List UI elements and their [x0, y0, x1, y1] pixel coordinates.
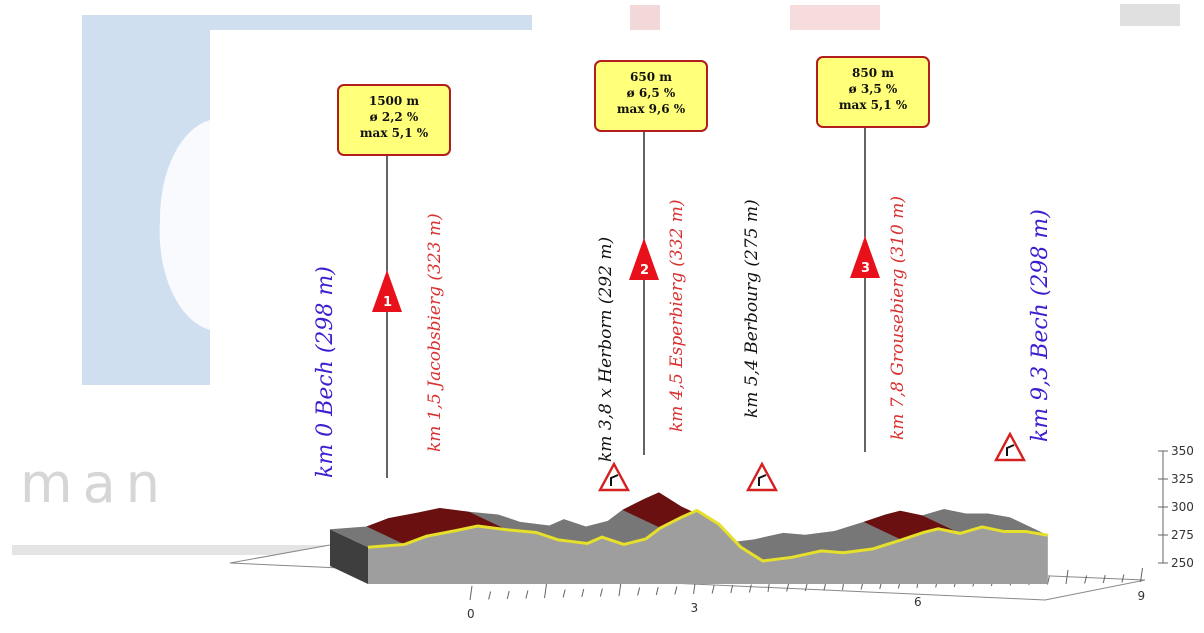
climb-1-number: 1: [383, 295, 392, 310]
label-climb-3: km 7,8 Grousebierg (310 m): [888, 196, 908, 440]
climb-1-max: max 5,1 %: [359, 126, 429, 140]
x-axis: 0 3 6 9: [467, 567, 1146, 621]
x-tick: [618, 581, 622, 597]
y-tick-label: 250: [1171, 556, 1194, 570]
x-tick: [469, 585, 473, 601]
x-tick-label: 9: [1138, 589, 1146, 603]
x-tick: [637, 587, 641, 596]
climb-3-info-box: 850 m ø 3,5 % max 5,1 %: [816, 56, 930, 128]
label-climb-2: km 4,5 Esperbierg (332 m): [667, 199, 687, 433]
x-tick: [562, 589, 566, 598]
x-tick: [786, 583, 790, 592]
climb-markers: 1 2 3: [372, 128, 880, 478]
label-start: km 0 Bech (298 m): [313, 266, 338, 478]
climb-1-avg: ø 2,2 %: [369, 110, 419, 124]
climb-section-3: [863, 510, 961, 540]
climb-2-length: 650 m: [630, 70, 672, 84]
label-finish: km 9,3 Bech (298 m): [1028, 209, 1053, 442]
climb-section-2: [622, 492, 719, 528]
x-tick: [1121, 574, 1125, 583]
x-tick: [488, 591, 492, 600]
turn-right-sign-icon: [993, 431, 1027, 462]
x-tick-label: 6: [914, 595, 922, 609]
x-tick: [655, 586, 659, 596]
profile-outline: [367, 508, 1049, 563]
x-tick-label: 0: [467, 607, 475, 621]
watermark-text: man: [20, 452, 170, 515]
climb-2-number: 2: [640, 263, 649, 278]
x-tick: [1084, 575, 1088, 584]
x-tick: [1102, 574, 1106, 584]
climb-3-number: 3: [861, 261, 870, 276]
turn-right-sign-icon: [597, 461, 631, 492]
terrain-profile: [330, 492, 1049, 584]
climb-3-avg: ø 3,5 %: [848, 82, 898, 96]
climb-1-length: 1500 m: [368, 94, 420, 108]
logo-shape: [159, 120, 210, 330]
x-tick: [599, 588, 603, 597]
climb-section-1: [366, 508, 507, 545]
climb-1-triangle: [372, 270, 402, 312]
profile-front-face: [368, 510, 1048, 584]
x-tick: [711, 585, 715, 594]
climb-1-info-box: 1500 m ø 2,2 % max 5,1 %: [337, 84, 451, 156]
climb-2-avg: ø 6,5 %: [626, 86, 676, 100]
label-herborn: km 3,8 x Herborn (292 m): [596, 236, 616, 462]
climb-2-max: max 9,6 %: [616, 102, 686, 116]
profile-top-surface: [330, 492, 1048, 561]
junction-sign-icon: [745, 461, 779, 492]
climb-3-length: 850 m: [852, 66, 894, 80]
x-tick-label: 3: [691, 601, 699, 615]
x-tick: [804, 582, 808, 592]
y-tick-label: 300: [1171, 500, 1194, 514]
y-tick-label: 275: [1171, 528, 1194, 542]
climb-3-max: max 5,1 %: [838, 98, 908, 112]
y-tick-label: 350: [1171, 444, 1194, 458]
road-signs: [597, 431, 1027, 492]
climb-2-triangle: [629, 238, 659, 280]
label-berbourg: km 5,4 Berbourg (275 m): [742, 199, 762, 418]
y-tick-label: 325: [1171, 472, 1194, 486]
x-tick: [544, 583, 547, 599]
label-climb-1: km 1,5 Jacobsbierg (323 m): [425, 213, 445, 452]
x-tick: [525, 590, 529, 599]
x-tick: [506, 590, 510, 600]
x-tick: [1065, 569, 1069, 585]
x-tick: [748, 584, 752, 593]
climb-2-info-box: 650 m ø 6,5 % max 9,6 %: [594, 60, 708, 132]
x-tick: [674, 586, 678, 595]
y-axis: 250 275 300 325 350: [1158, 444, 1194, 570]
climb-3-triangle: [850, 236, 880, 278]
x-tick: [1140, 567, 1143, 583]
x-tick: [730, 584, 734, 594]
profile-left-face: [330, 529, 368, 584]
x-tick: [581, 588, 585, 598]
